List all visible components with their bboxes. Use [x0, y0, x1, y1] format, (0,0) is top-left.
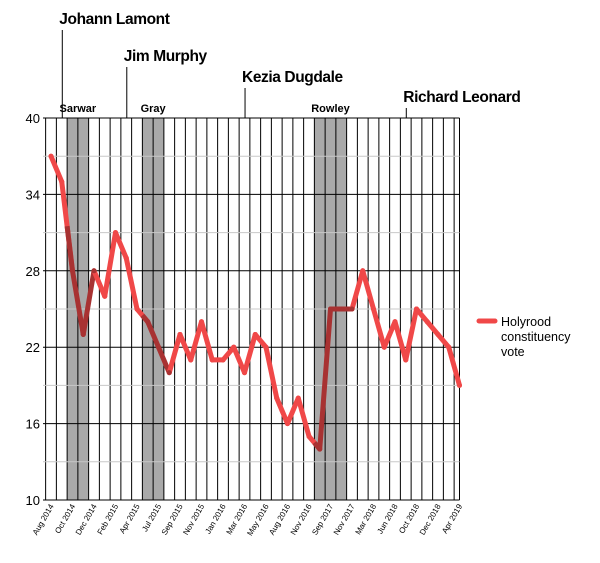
y-tick-label: 16: [26, 417, 40, 432]
horizontal-gridlines: [43, 117, 460, 501]
series-segment: [80, 268, 97, 337]
data-point: [274, 395, 280, 401]
series-segment: [295, 395, 312, 439]
series-segment: [360, 268, 376, 312]
legend-label: constituency: [501, 330, 571, 344]
data-point: [360, 268, 366, 274]
interim-periods: Sarwar Gray Rowley: [60, 103, 351, 500]
data-point: [166, 370, 172, 376]
data-point: [414, 306, 419, 312]
series-segment: [317, 306, 333, 452]
data-point: [156, 344, 161, 350]
series-segment: [252, 331, 269, 350]
x-tick-label: Apr 2019: [440, 502, 464, 535]
x-tick-label: Dec 2018: [418, 502, 443, 537]
y-tick-label: 22: [26, 340, 40, 355]
series-segment: [145, 319, 161, 350]
interim-label-1: Sarwar: [60, 103, 97, 115]
series-segment: [123, 255, 140, 312]
data-point: [317, 446, 323, 452]
series-segment: [48, 153, 65, 185]
leader-markers: Johann Lamont Jim Murphy Kezia Dugdale Rich…: [59, 11, 521, 118]
data-point: [188, 357, 194, 363]
data-point: [446, 344, 452, 350]
data-point: [242, 370, 247, 376]
series-segment: [285, 395, 301, 427]
series-segment: [274, 395, 290, 427]
data-point: [59, 179, 65, 185]
series-segment: [349, 268, 366, 312]
y-axis-ticks: 10 16 22 28 34 40: [26, 111, 40, 508]
data-point: [457, 382, 462, 388]
data-point: [263, 344, 269, 350]
data-point: [80, 331, 86, 337]
series-segment: [199, 319, 215, 363]
series-segment: [381, 319, 398, 350]
data-point: [48, 153, 54, 159]
series-lines: [48, 153, 462, 452]
series-segment: [414, 306, 430, 325]
data-point: [328, 306, 333, 312]
series-segment: [446, 344, 462, 388]
series-segment: [113, 230, 129, 261]
series-segment: [70, 268, 86, 337]
data-point: [381, 344, 387, 350]
data-point: [252, 331, 258, 337]
data-point: [134, 306, 140, 312]
series-segment: [392, 319, 409, 363]
legend-label: Holyrood: [501, 315, 551, 329]
series-segment: [177, 331, 194, 363]
data-point: [91, 268, 97, 274]
x-tick-label: Jul 2015: [140, 502, 163, 533]
series-segment: [156, 344, 172, 376]
series-segment: [64, 225, 75, 272]
data-point: [70, 268, 75, 274]
data-point: [403, 357, 409, 363]
series-segment: [242, 331, 258, 376]
interim-label-2: Gray: [141, 103, 167, 115]
series-segment: [231, 344, 247, 376]
leader-name-2: Jim Murphy: [124, 48, 208, 65]
data-point: [145, 319, 151, 325]
series-segment: [102, 230, 118, 299]
series-segment: [263, 344, 280, 401]
data-point: [102, 293, 108, 299]
y-tick-label: 10: [26, 493, 40, 508]
data-point: [392, 319, 398, 325]
data-point: [123, 255, 129, 261]
y-tick-label: 28: [26, 264, 40, 279]
data-point: [306, 433, 312, 439]
series-segment: [424, 319, 441, 337]
data-point: [371, 306, 376, 312]
series-segment: [371, 306, 387, 350]
leader-name-3: Kezia Dugdale: [242, 69, 344, 86]
data-point: [209, 357, 215, 363]
series-segment: [403, 306, 419, 363]
series-segment: [166, 331, 183, 376]
x-tick-label: Apr 2015: [118, 502, 142, 535]
data-point: [424, 319, 430, 325]
data-point: [349, 306, 355, 312]
data-point: [435, 331, 441, 337]
data-point: [220, 357, 226, 363]
data-point: [199, 319, 204, 325]
data-point: [295, 395, 301, 401]
leader-name-4: Richard Leonard: [403, 89, 520, 106]
data-point: [177, 331, 183, 337]
leader-name-1: Johann Lamont: [59, 11, 169, 28]
data-point: [285, 421, 290, 427]
data-point: [113, 230, 118, 236]
series-segment: [435, 331, 452, 350]
y-tick-label: 40: [26, 111, 40, 126]
data-point: [231, 344, 237, 350]
series-segment: [188, 319, 204, 363]
legend-label: vote: [501, 345, 525, 359]
interim-label-3: Rowley: [311, 103, 350, 115]
data-point: [338, 306, 344, 312]
y-tick-label: 34: [26, 187, 40, 202]
